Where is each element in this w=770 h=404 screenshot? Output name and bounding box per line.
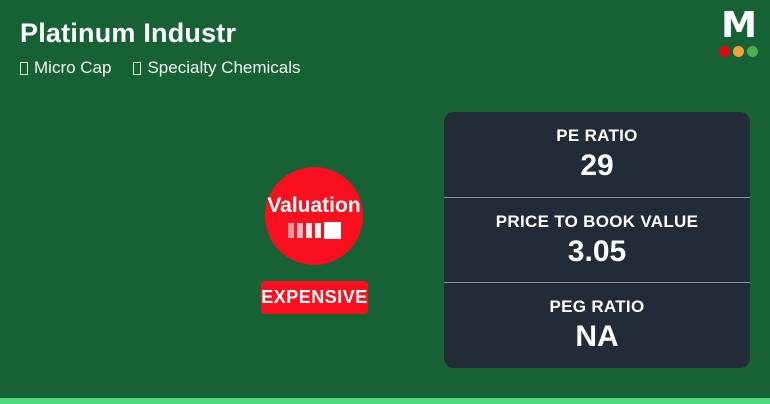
metric-value: 3.05 (567, 234, 627, 268)
valuation-scale (287, 221, 341, 239)
tag-label: Specialty Chemicals (147, 58, 301, 77)
company-tags: Micro Cap Specialty Chemicals (20, 58, 301, 78)
tag-glyph-icon (133, 62, 142, 75)
valuation-label: Valuation (267, 193, 361, 217)
footer-accent-strip (0, 398, 770, 404)
metric-label: PEG RATIO (549, 297, 645, 317)
logo-dot-orange (732, 46, 744, 57)
logo-dot-green (746, 46, 758, 57)
scale-bar (287, 222, 294, 238)
logo-dots (716, 46, 760, 57)
brand-logo: M (716, 5, 760, 57)
tag-glyph-icon (20, 62, 28, 75)
metric-peg-ratio: PEG RATIO NA (444, 282, 750, 368)
metric-label: PRICE TO BOOK VALUE (495, 211, 699, 231)
valuation-gauge: Valuation (265, 167, 363, 265)
metrics-panel: PE RATIO 29 PRICE TO BOOK VALUE 3.05 PEG… (444, 112, 750, 368)
scale-bar (305, 222, 312, 238)
tag-market-cap: Micro Cap (20, 58, 111, 78)
metric-value: 29 (580, 148, 614, 182)
metric-pe-ratio: PE RATIO 29 (444, 112, 750, 197)
logo-letter: M (721, 5, 757, 46)
scale-bar (296, 222, 303, 238)
tag-sector: Specialty Chemicals (133, 58, 301, 78)
tag-label: Micro Cap (34, 58, 112, 77)
valuation-status-badge: EXPENSIVE (261, 281, 368, 314)
scale-bar-active (323, 221, 341, 239)
metric-price-to-book: PRICE TO BOOK VALUE 3.05 (444, 196, 750, 283)
scale-bar (314, 222, 321, 238)
logo-dot-red (718, 46, 730, 57)
metric-label: PE RATIO (556, 125, 638, 145)
page-title: Platinum Industr (20, 18, 237, 48)
metric-value: NA (575, 320, 619, 354)
